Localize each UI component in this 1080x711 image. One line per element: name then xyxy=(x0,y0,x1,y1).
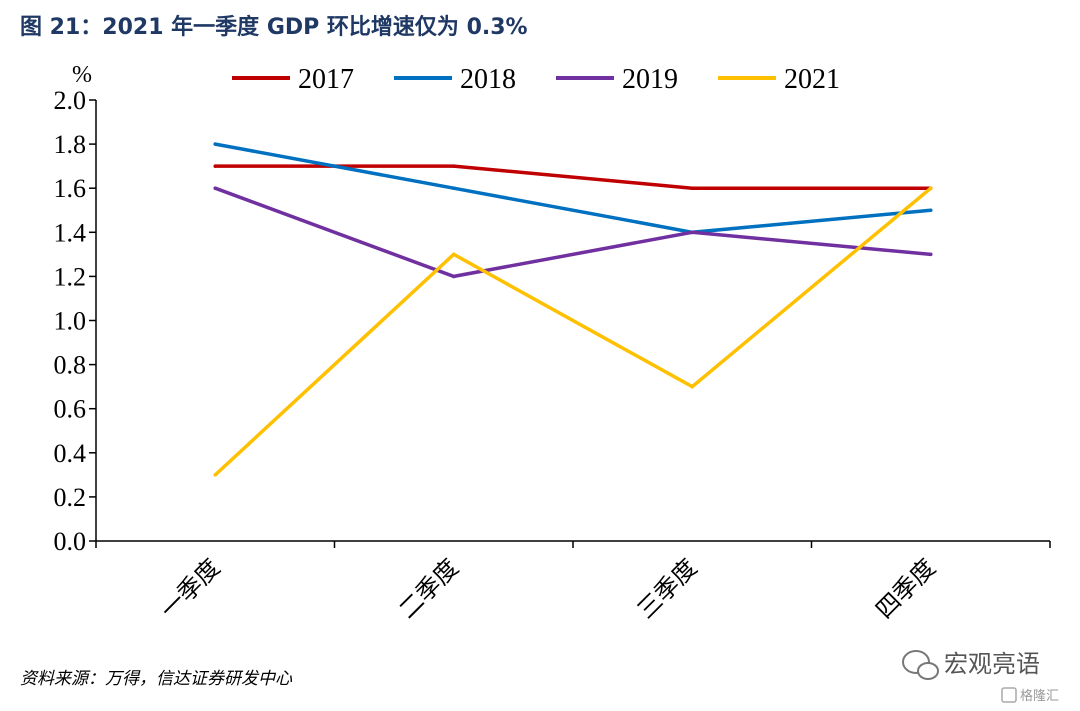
wechat-icon xyxy=(902,650,939,680)
data-point-2018-2 xyxy=(451,186,456,190)
y-tick-label: 1.2 xyxy=(54,262,87,291)
data-point-2018-1 xyxy=(213,142,218,146)
series-line-2021 xyxy=(214,186,932,477)
legend: 2017 2018 2019 2021 xyxy=(232,64,840,95)
data-point-2017-1 xyxy=(213,164,218,168)
plot-area: 0.0 0.2 0.4 0.6 0.8 1.0 1.2 1.4 1.6 1.8 2.0 一季度 二季度… xyxy=(54,86,1051,624)
y-tick-label: 0.6 xyxy=(54,395,87,424)
y-tick-label: 1.4 xyxy=(54,218,87,247)
chart-title: 图 21：2021 年一季度 GDP 环比增速仅为 0.3% xyxy=(20,14,528,40)
data-point-2019-1 xyxy=(213,186,218,190)
series-line-2019 xyxy=(214,186,931,279)
y-axis-unit: % xyxy=(72,62,92,88)
data-point-2019-2 xyxy=(451,274,456,279)
y-tick-label: 0.2 xyxy=(54,483,87,512)
data-point-2021-4 xyxy=(928,186,933,190)
x-ticks: 一季度 二季度 三季度 四季度 xyxy=(95,541,1051,624)
legend-label-2018: 2018 xyxy=(460,64,516,95)
x-category-label: 一季度 xyxy=(155,553,226,624)
y-tick-label: 2.0 xyxy=(54,86,87,115)
series-line-2017 xyxy=(215,164,931,190)
watermark-sub: 格隆汇 xyxy=(1020,688,1059,704)
y-ticks: 0.0 0.2 0.4 0.6 0.8 1.0 1.2 1.4 1.6 1.8 2.0 xyxy=(54,86,96,556)
y-tick-label: 0.8 xyxy=(54,351,87,380)
y-tick-label: 0.0 xyxy=(54,527,87,556)
y-tick-label: 1.0 xyxy=(54,307,87,336)
data-point-2018-4 xyxy=(928,208,933,213)
x-category-label: 二季度 xyxy=(393,553,464,624)
gelonghui-logo-icon xyxy=(1001,687,1017,703)
data-point-2017-3 xyxy=(690,186,695,190)
y-tick-label: 0.4 xyxy=(54,439,87,468)
data-point-2021-2 xyxy=(451,252,456,257)
data-point-2019-3 xyxy=(690,230,695,235)
y-tick-label: 1.6 xyxy=(54,174,87,203)
legend-label-2021: 2021 xyxy=(784,64,840,95)
watermark-brand: 宏观亮语 xyxy=(944,650,1040,678)
y-tick-label: 1.8 xyxy=(54,130,87,159)
x-category-label: 三季度 xyxy=(632,553,703,624)
legend-label-2019: 2019 xyxy=(622,64,678,95)
series-line-2018 xyxy=(214,142,931,235)
series-lines xyxy=(213,142,933,477)
data-point-2021-1 xyxy=(213,473,218,477)
watermark: 宏观亮语 格隆汇 xyxy=(902,650,1059,704)
legend-label-2017: 2017 xyxy=(298,64,354,95)
data-point-2019-4 xyxy=(928,252,933,257)
data-point-2021-3 xyxy=(690,384,695,389)
x-category-label: 四季度 xyxy=(870,553,941,624)
source-note: 资料来源：万得，信达证券研发中心 xyxy=(20,669,293,689)
data-point-2017-2 xyxy=(451,164,456,168)
